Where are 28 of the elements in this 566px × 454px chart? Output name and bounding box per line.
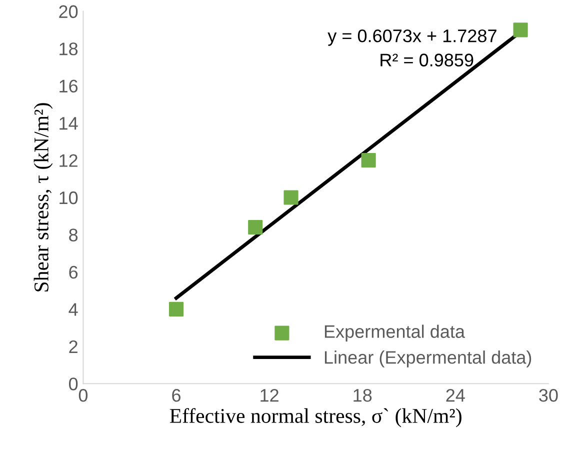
x-tick-label: 30 xyxy=(539,388,558,402)
annotation: y = 0.6073x + 1.7287 xyxy=(328,29,496,46)
y-tick-label: 10 xyxy=(60,191,78,204)
y-axis-title: Shear stress, τ (kN/m²) xyxy=(34,103,53,292)
y-tick-label: 2 xyxy=(69,340,78,353)
x-tick-label: 12 xyxy=(260,388,278,402)
y-tick-label: 12 xyxy=(60,154,78,167)
y-tick-label: 8 xyxy=(69,228,78,242)
point xyxy=(284,190,298,205)
x-tick-label: 24 xyxy=(446,388,465,402)
x-tick-label: 18 xyxy=(354,388,372,402)
y-tick-label: 6 xyxy=(69,266,78,279)
legend-label: Linear (Expermental data) xyxy=(324,350,532,368)
legend-label: Expermental data xyxy=(324,324,465,342)
point xyxy=(513,22,528,38)
annotation: R² = 0.9859 xyxy=(380,54,474,66)
y-tick-label: 14 xyxy=(60,117,78,130)
x-tick-label: 0 xyxy=(78,388,88,402)
y-tick-label: 0 xyxy=(69,378,78,390)
y-tick-label: 20 xyxy=(59,5,78,18)
x-axis-title: Effective normal stress, σ` (kN/m²) xyxy=(170,408,462,428)
point xyxy=(361,152,376,168)
y-tick-label: 18 xyxy=(60,42,78,56)
y-tick-label: 16 xyxy=(60,80,78,93)
point xyxy=(248,220,263,235)
point xyxy=(168,302,184,316)
x-tick-label: 6 xyxy=(172,388,180,402)
y-tick-label: 4 xyxy=(68,303,78,316)
